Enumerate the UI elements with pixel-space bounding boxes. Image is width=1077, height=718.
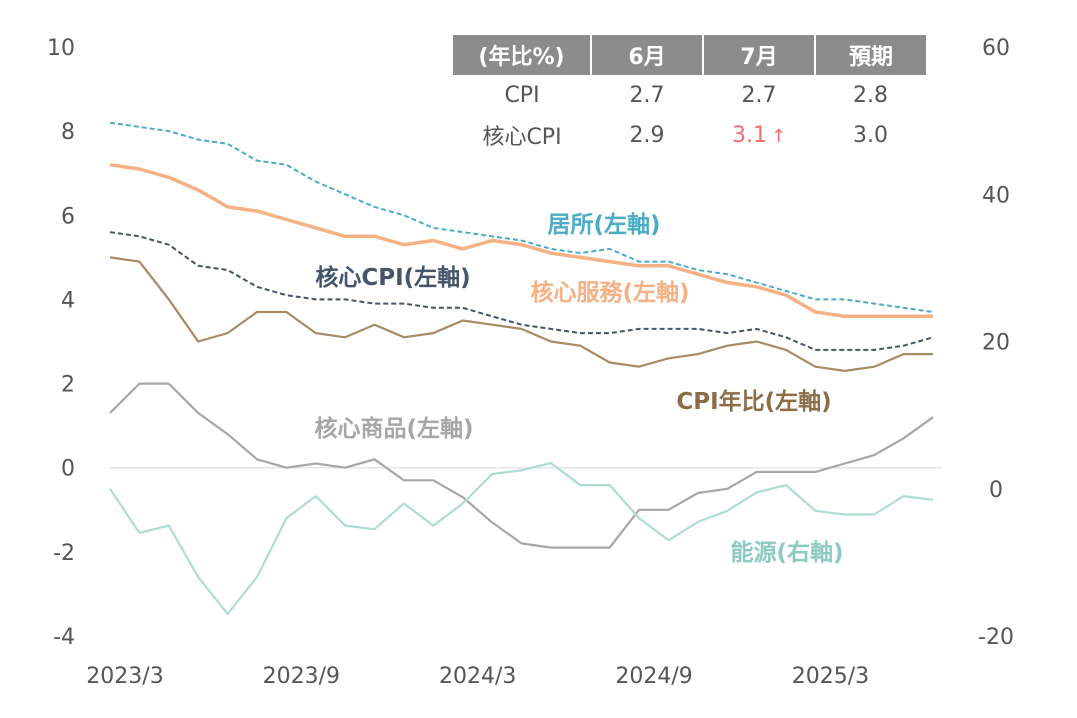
core-cpi-line [109,231,934,351]
table-row: CPI 2.7 2.7 2.8 [453,75,926,115]
housing-line [109,121,934,313]
right-axis-tick-label: 20 [982,331,1010,356]
left-axis-tick-label: 4 [61,288,75,313]
up-arrow-icon: ↑ [770,125,787,147]
table-cell-july: 3.1 ↑ [703,115,815,155]
energy-line [109,461,934,616]
x-axis-tick-label: 2023/9 [263,664,340,689]
left-axis-tick-label: 0 [61,457,75,482]
table-cell-july: 2.7 [741,82,777,108]
table-header-expected: 預期 [814,35,926,75]
series-label-energy: 能源(右軸) [730,539,843,566]
table-cell-expected: 2.8 [853,82,888,108]
highlighted-value: 3.1 [731,122,767,148]
left-axis-tick-label: -2 [53,541,75,566]
cpi-yoy-line [109,256,933,372]
table-row-label: 核心CPI [482,125,562,150]
series-label-housing: 居所(左軸) [547,212,660,238]
x-axis-tick-label: 2024/3 [439,664,516,689]
stats-table: (年比%) 6月 7月 預期 CPI 2.7 2.7 2.8 核心CPI 2.9… [453,35,926,155]
table-cell-june: 2.7 [629,82,665,108]
table-header-july: 7月 [702,35,815,75]
series-label-core-services: 核心服務(左軸) [530,279,689,306]
right-axis-ticks: -20 0 20 40 60 [978,36,1014,650]
table-cell-june: 2.9 [629,122,665,148]
right-axis-tick-label: -20 [978,625,1014,650]
left-axis-tick-label: 2 [61,373,75,398]
right-axis-tick-label: 40 [982,183,1010,208]
series-labels: 居所(左軸) 核心服務(左軸) 核心CPI(左軸) CPI年比(左軸) 核心商品… [314,212,843,566]
left-axis-tick-label: 6 [61,204,75,229]
series-label-core-cpi: 核心CPI(左軸) [315,264,470,291]
table-cell-expected: 3.0 [853,122,888,148]
table-header-june: 6月 [590,35,703,75]
left-axis-ticks: -4 -2 0 2 4 6 8 10 [47,36,75,650]
left-axis-tick-label: -4 [53,625,75,650]
left-axis-tick-label: 10 [47,36,75,61]
x-axis-ticks: 2023/3 2023/9 2024/3 2024/9 2025/3 [86,664,869,689]
x-axis-tick-label: 2025/3 [792,664,869,689]
stats-table-header-row: (年比%) 6月 7月 預期 [453,35,926,75]
right-axis-tick-label: 60 [982,36,1010,61]
table-row: 核心CPI 2.9 3.1 ↑ 3.0 [453,115,926,155]
core-services-line [109,163,933,319]
table-row-label: CPI [504,82,540,108]
series-label-core-goods: 核心商品(左軸) [314,415,473,442]
core-goods-line [109,382,934,549]
left-axis-tick-label: 8 [61,120,75,145]
series-lines [109,121,934,616]
right-axis-tick-label: 0 [989,478,1003,503]
series-label-cpi-yoy: CPI年比(左軸) [676,388,831,415]
table-header-unit: (年比%) [453,35,591,75]
x-axis-tick-label: 2023/3 [86,664,163,689]
x-axis-tick-label: 2024/9 [615,664,692,689]
